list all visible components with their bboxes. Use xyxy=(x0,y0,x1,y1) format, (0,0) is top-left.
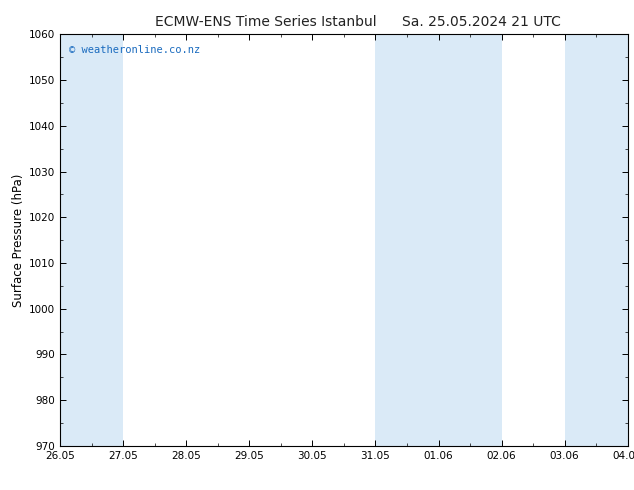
Bar xyxy=(565,34,634,446)
Text: Sa. 25.05.2024 21 UTC: Sa. 25.05.2024 21 UTC xyxy=(403,15,561,29)
Y-axis label: Surface Pressure (hPa): Surface Pressure (hPa) xyxy=(12,173,25,307)
Text: © weatheronline.co.nz: © weatheronline.co.nz xyxy=(68,45,200,54)
Bar xyxy=(60,34,123,446)
Bar xyxy=(375,34,501,446)
Text: ECMW-ENS Time Series Istanbul: ECMW-ENS Time Series Istanbul xyxy=(155,15,377,29)
